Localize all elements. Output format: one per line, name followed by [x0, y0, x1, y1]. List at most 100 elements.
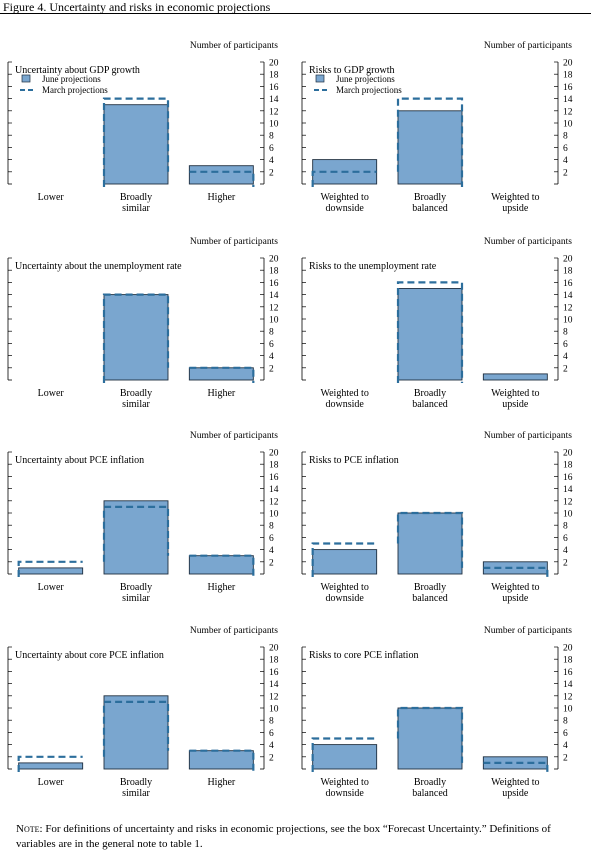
x-tick-label-line: Lower [38, 582, 65, 593]
y-tick-label: 20 [269, 644, 279, 654]
x-tick-label: Weighted to downside [320, 388, 368, 410]
x-tick-label-line: balanced [412, 203, 448, 214]
x-tick-label-line: Weighted to [491, 777, 539, 788]
y-axis-title: Number of participants [484, 40, 572, 51]
x-tick-label: Weighted to upside [491, 582, 539, 604]
x-tick-label: Broadly similar [120, 388, 152, 410]
y-tick-label: 18 [563, 267, 573, 277]
y-axis-title: Number of participants [190, 40, 278, 51]
bar-june-higher [188, 165, 254, 185]
step-march-broadly-balanced [396, 511, 464, 568]
y-tick-label: 10 [563, 510, 573, 520]
x-tick-label-line: Weighted to [491, 192, 539, 203]
bar-june-broadly-balanced [397, 512, 463, 575]
bar-june-broadly-similar [103, 104, 169, 185]
y-axis-title: Number of participants [484, 430, 572, 441]
bar-june-broadly-similar [103, 695, 169, 770]
legend-label-march: March projections [42, 85, 108, 95]
step-march-broadly-balanced [396, 706, 464, 763]
x-tick-label-line: balanced [412, 399, 448, 410]
y-tick-label: 10 [563, 120, 573, 130]
x-tick-label: Weighted to downside [320, 582, 368, 604]
y-tick-label: 12 [269, 107, 279, 117]
x-tick-label-line: Weighted to [320, 777, 368, 788]
chart-title: Risks to the unemployment rate [309, 261, 437, 272]
title-rule [0, 13, 591, 14]
y-tick-label: 10 [269, 316, 279, 326]
y-tick-label: 14 [563, 291, 573, 301]
y-tick-label: 8 [563, 522, 568, 532]
y-tick-label: 2 [563, 558, 568, 568]
figure-charts: Number of participants 2 4 6 8 10 12 14 16 18 20 Un… [7, 40, 573, 799]
y-tick-label: 16 [269, 473, 279, 483]
y-tick-label: 18 [269, 267, 279, 277]
chart-panel-uncertainty-about-the-unemployment-rate: Number of participants 2 4 6 8 10 12 14 16 18 20 Un… [7, 236, 279, 410]
y-tick-label: 14 [269, 680, 279, 690]
y-tick-label: 14 [269, 485, 279, 495]
chart-panel-risks-to-the-unemployment-rate: Number of participants 2 4 6 8 10 12 14 16 18 20 Ri… [301, 236, 573, 410]
y-tick-label: 2 [563, 364, 568, 374]
y-tick-label: 18 [269, 656, 279, 666]
legend-label-june: June projections [42, 74, 101, 84]
y-tick-label: 10 [563, 316, 573, 326]
y-axis-title: Number of participants [190, 625, 278, 636]
y-tick-label: 12 [563, 497, 573, 507]
x-tick-label: Broadly balanced [412, 777, 448, 799]
bar-june-weighted-to-upside [482, 756, 548, 770]
x-tick-label: Broadly similar [120, 582, 152, 604]
x-tick-label-line: Weighted to [491, 388, 539, 399]
note-text: For definitions of uncertainty and risks… [16, 823, 551, 850]
y-tick-label: 20 [269, 59, 279, 69]
step-march-broadly-similar [102, 700, 170, 757]
x-tick-label: Lower [38, 192, 65, 203]
bar-june-broadly-similar [103, 294, 169, 381]
bar-june-broadly-similar [103, 500, 169, 575]
figure-title: Figure 4. Uncertainty and risks in econo… [3, 0, 271, 14]
step-march-weighted-to-upside [483, 761, 549, 772]
chart-title: Uncertainty about the unemployment rate [15, 261, 182, 272]
y-tick-label: 4 [563, 156, 568, 166]
y-tick-label: 10 [563, 705, 573, 715]
x-tick-label: Lower [38, 582, 65, 593]
y-tick-label: 16 [563, 668, 573, 678]
chart-title: Uncertainty about PCE inflation [15, 455, 144, 466]
x-tick-label-line: balanced [412, 788, 448, 799]
bar-june-broadly-balanced [397, 288, 463, 381]
step-march-weighted-to-upside [483, 566, 549, 577]
y-tick-label: 6 [563, 144, 568, 154]
chart-title: Uncertainty about GDP growth [15, 65, 140, 76]
y-tick-label: 6 [563, 729, 568, 739]
step-march-broadly-similar [102, 505, 170, 562]
x-tick-label-line: Broadly [120, 388, 152, 399]
x-tick-label: Broadly similar [120, 192, 152, 214]
y-tick-label: 4 [269, 156, 274, 166]
step-march-broadly-balanced [396, 281, 464, 383]
y-tick-label: 16 [563, 473, 573, 483]
y-tick-label: 18 [563, 656, 573, 666]
y-tick-label: 6 [269, 144, 274, 154]
chart-panel-uncertainty-about-gdp-growth: Number of participants 2 4 6 8 10 12 14 16 18 20 Un… [7, 40, 279, 214]
y-tick-label: 10 [269, 705, 279, 715]
y-tick-label: 14 [563, 485, 573, 495]
y-tick-label: 14 [563, 95, 573, 105]
x-tick-label: Weighted to downside [320, 777, 368, 799]
chart-panel-risks-to-gdp-growth: Number of participants 2 4 6 8 10 12 14 16 18 20 Ri… [301, 40, 573, 214]
chart-panel-uncertainty-about-core-pce-inflation: Number of participants 2 4 6 8 10 12 14 16 18 20 Un… [7, 625, 279, 799]
note-label: Note: [16, 823, 43, 835]
y-tick-label: 20 [563, 644, 573, 654]
y-tick-label: 16 [563, 279, 573, 289]
y-axis-title: Number of participants [190, 236, 278, 247]
bar-june-broadly-balanced [397, 110, 463, 185]
x-tick-label-line: Higher [207, 777, 235, 788]
x-tick-label-line: upside [502, 788, 529, 799]
y-axis-title: Number of participants [484, 236, 572, 247]
y-tick-label: 12 [269, 303, 279, 313]
x-tick-label-line: Weighted to [491, 582, 539, 593]
y-tick-label: 20 [563, 255, 573, 265]
y-tick-label: 4 [563, 741, 568, 751]
y-tick-label: 2 [563, 753, 568, 763]
chart-title: Risks to GDP growth [309, 65, 394, 76]
y-tick-label: 18 [563, 461, 573, 471]
y-tick-label: 8 [269, 522, 274, 532]
x-tick-label-line: Lower [38, 192, 65, 203]
